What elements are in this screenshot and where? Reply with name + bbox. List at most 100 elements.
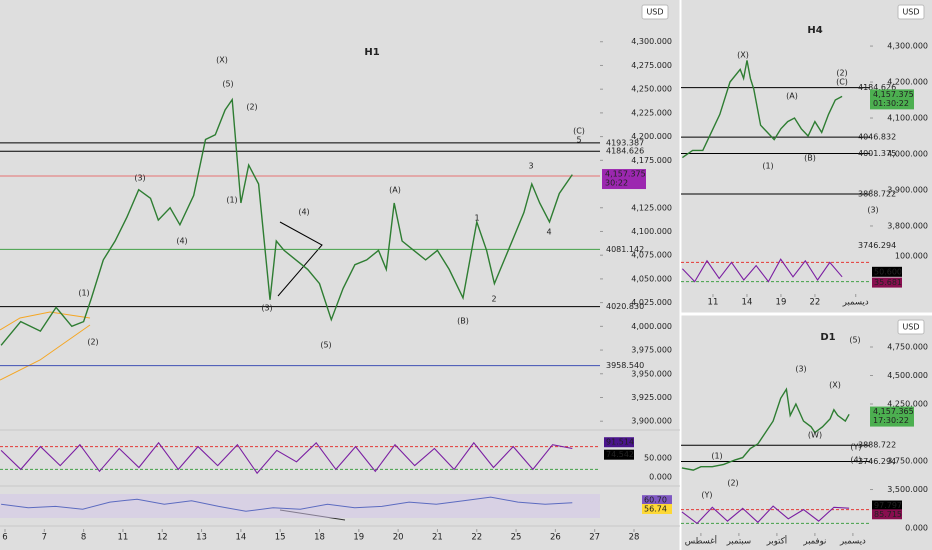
osc-badge bbox=[604, 449, 634, 460]
x-tick-label: 25 bbox=[511, 533, 522, 543]
price-badge bbox=[870, 89, 914, 110]
y-tick-label: 4,300.000 bbox=[631, 37, 672, 46]
price-pane bbox=[681, 60, 870, 195]
price-badge bbox=[870, 406, 914, 427]
trend-line bbox=[0, 324, 91, 381]
price-line bbox=[681, 387, 850, 471]
wave-label: (1) bbox=[226, 196, 237, 205]
wave-label: (5) bbox=[222, 80, 233, 89]
y-tick-label: 4,100.000 bbox=[887, 114, 928, 123]
x-tick-label: 6 bbox=[2, 533, 7, 543]
wave-label: 5 bbox=[576, 136, 581, 145]
osc-badge-label: 91.514 bbox=[606, 438, 634, 447]
wave-label: (B) bbox=[457, 317, 469, 326]
y-tick-label: 4,175.000 bbox=[631, 156, 672, 165]
wave-label: (1) bbox=[711, 452, 722, 461]
level-label: 4193.387 bbox=[606, 138, 644, 147]
wave-label: 4 bbox=[546, 228, 551, 237]
y-tick-label: 4,025.000 bbox=[631, 298, 672, 307]
y-tick-label: 3,950.000 bbox=[631, 369, 672, 378]
x-tick-label: 21 bbox=[432, 533, 443, 543]
x-tick-label: ديسمبر bbox=[842, 298, 869, 308]
level-label: 4001.375 bbox=[858, 149, 896, 158]
wave-label: (B) bbox=[804, 154, 816, 163]
osc-badge-label: 85.715 bbox=[874, 510, 902, 519]
x-tick-label: نوفمبر bbox=[802, 537, 826, 547]
x-tick-label: 22 bbox=[810, 298, 821, 308]
osc-badge bbox=[872, 277, 902, 288]
wave-label: (X) bbox=[216, 56, 228, 65]
y-tick-label: 4,100.000 bbox=[631, 227, 672, 236]
x-tick-label: 19 bbox=[353, 533, 364, 543]
y-tick-label: 4,000.000 bbox=[887, 150, 928, 159]
x-tick-label: 13 bbox=[196, 533, 207, 543]
wave-label: (C) bbox=[573, 127, 585, 136]
wave-label: 3 bbox=[528, 162, 533, 171]
price-pane bbox=[0, 97, 600, 367]
y-tick-label: 4,075.000 bbox=[631, 251, 672, 260]
x-tick-label: 14 bbox=[742, 298, 753, 308]
osc-badge bbox=[872, 266, 902, 277]
y-tick-label: 3,900.000 bbox=[631, 417, 672, 426]
x-tick-label: 26 bbox=[550, 533, 561, 543]
price-badge-label: 4,157.365 bbox=[873, 407, 914, 416]
y-tick-label: 4,750.000 bbox=[887, 342, 928, 351]
wave-label: (A) bbox=[786, 92, 798, 101]
wave-label: (3) bbox=[261, 304, 272, 313]
wave-label: (A) bbox=[389, 186, 401, 195]
wave-label: (3) bbox=[795, 365, 806, 374]
currency-box bbox=[897, 4, 925, 20]
price-badge-time: 17:30:22 bbox=[873, 416, 909, 425]
wave-label: (W) bbox=[808, 431, 822, 440]
rsi-badge-label: 60.70 bbox=[644, 496, 667, 505]
x-tick-label: 27 bbox=[589, 533, 600, 543]
y-tick-label: 3,900.000 bbox=[887, 185, 928, 194]
y-tick-label: 4,200.000 bbox=[887, 78, 928, 87]
wave-label: (2) bbox=[87, 338, 98, 347]
osc-badge-label: 50.600 bbox=[874, 267, 902, 276]
osc-tick-label: 100.000 bbox=[895, 252, 928, 261]
y-tick-label: 3,925.000 bbox=[631, 393, 672, 402]
price-badge-label: 4,157.375 bbox=[873, 90, 914, 99]
osc-tick-label: 0.000 bbox=[649, 473, 672, 482]
wave-label: (C) bbox=[836, 78, 848, 87]
x-tick-label: 7 bbox=[42, 533, 47, 543]
level-label: 4184.626 bbox=[858, 83, 896, 92]
y-tick-label: 3,500.000 bbox=[887, 485, 928, 494]
price-badge bbox=[602, 169, 646, 190]
currency: USD bbox=[902, 323, 919, 332]
wave-label: (4) bbox=[850, 456, 861, 465]
x-tick-label: 20 bbox=[393, 533, 404, 543]
wave-label: (Y) bbox=[850, 443, 861, 452]
price-line bbox=[0, 97, 573, 346]
x-tick-label: ديسمبر bbox=[839, 537, 866, 547]
trend-line bbox=[0, 311, 91, 331]
oscillator-line bbox=[681, 505, 850, 525]
level-label: 4081.142 bbox=[606, 245, 644, 254]
x-tick-label: 11 bbox=[708, 298, 719, 308]
x-tick-label: أغسطس bbox=[685, 535, 717, 547]
x-tick-label: 14 bbox=[235, 533, 246, 543]
wave-label: (1) bbox=[762, 162, 773, 171]
osc-badge-label: 97.797 bbox=[874, 501, 902, 510]
triangle bbox=[277, 221, 323, 297]
rsi-badge bbox=[642, 495, 672, 506]
y-tick-label: 4,250.000 bbox=[887, 400, 928, 409]
osc-badge bbox=[872, 509, 902, 520]
rsi-line bbox=[1, 496, 573, 512]
y-tick-label: 3,800.000 bbox=[887, 221, 928, 230]
wave-label: 1 bbox=[474, 214, 479, 223]
x-tick-label: سبتمبر bbox=[726, 537, 751, 547]
wave-label: (4) bbox=[298, 208, 309, 217]
wave-label: (3) bbox=[134, 174, 145, 183]
osc-tick-label: 50.000 bbox=[644, 454, 672, 463]
x-tick-label: 22 bbox=[471, 533, 482, 543]
level-label: 3958.540 bbox=[606, 361, 644, 370]
x-tick-label: 15 bbox=[275, 533, 286, 543]
wave-label: (4) bbox=[176, 237, 187, 246]
wave-label: (1) bbox=[78, 289, 89, 298]
oscillator-line bbox=[682, 258, 843, 283]
x-tick-label: 11 bbox=[118, 533, 129, 543]
